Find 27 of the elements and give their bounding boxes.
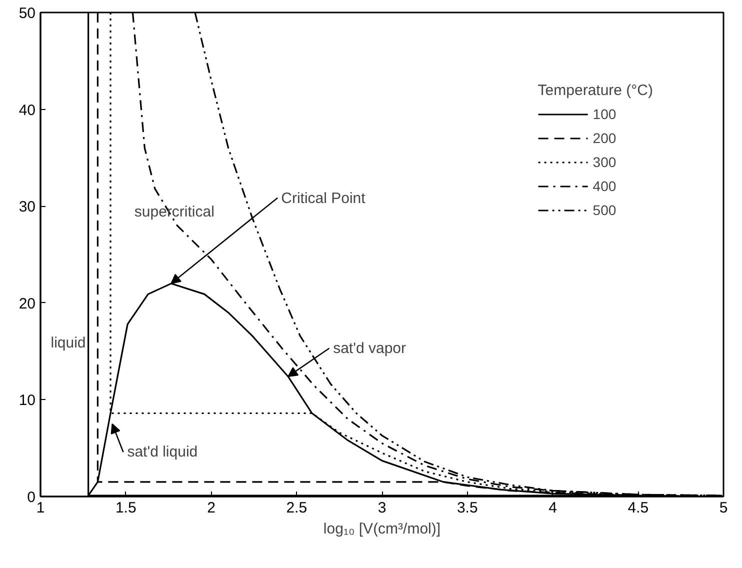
legend-label: 100 [592, 106, 616, 122]
x-tick-label: 2 [207, 500, 216, 516]
annotation: supercritical [134, 204, 214, 221]
legend-label: 500 [592, 202, 616, 218]
x-tick-label: 1 [36, 500, 45, 516]
y-tick-label: 10 [18, 392, 36, 410]
x-tick-label: 3 [378, 500, 386, 516]
annotation: sat'd vapor [333, 340, 406, 357]
x-axis-title: log₁₀ [V(cm³/mol)] [323, 520, 441, 538]
y-tick-label: 20 [18, 295, 36, 312]
x-tick-label: 3.5 [456, 500, 478, 516]
annotation: Critical Point [281, 190, 366, 208]
y-tick-label: 40 [18, 102, 36, 119]
x-tick-label: 2.5 [286, 500, 308, 516]
legend-label: 300 [592, 154, 616, 170]
x-tick-label: 4 [548, 500, 557, 516]
legend-label: 400 [592, 178, 616, 194]
x-tick-label: 4.5 [628, 500, 649, 516]
y-tick-label: 30 [18, 198, 36, 216]
y-tick-label: 50 [18, 5, 36, 22]
y-tick-label: 0 [27, 489, 36, 506]
annotation: sat'd liquid [127, 443, 198, 460]
legend-title: Temperature (°C) [538, 82, 653, 99]
annotation: liquid [50, 334, 86, 352]
x-tick-label: 5 [719, 500, 728, 516]
legend-label: 200 [592, 130, 616, 146]
x-tick-label: 1.5 [115, 500, 136, 516]
